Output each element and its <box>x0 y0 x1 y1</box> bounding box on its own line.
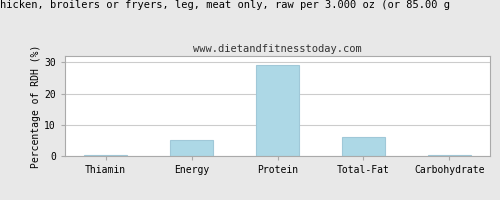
Bar <box>170 140 213 156</box>
Bar <box>256 65 299 156</box>
Y-axis label: Percentage of RDH (%): Percentage of RDH (%) <box>32 44 42 168</box>
Bar <box>84 155 127 156</box>
Title: www.dietandfitnesstoday.com: www.dietandfitnesstoday.com <box>193 44 362 54</box>
Text: hicken, broilers or fryers, leg, meat only, raw per 3.000 oz (or 85.00 g: hicken, broilers or fryers, leg, meat on… <box>0 0 450 10</box>
Bar <box>428 155 470 156</box>
Bar <box>342 137 385 156</box>
